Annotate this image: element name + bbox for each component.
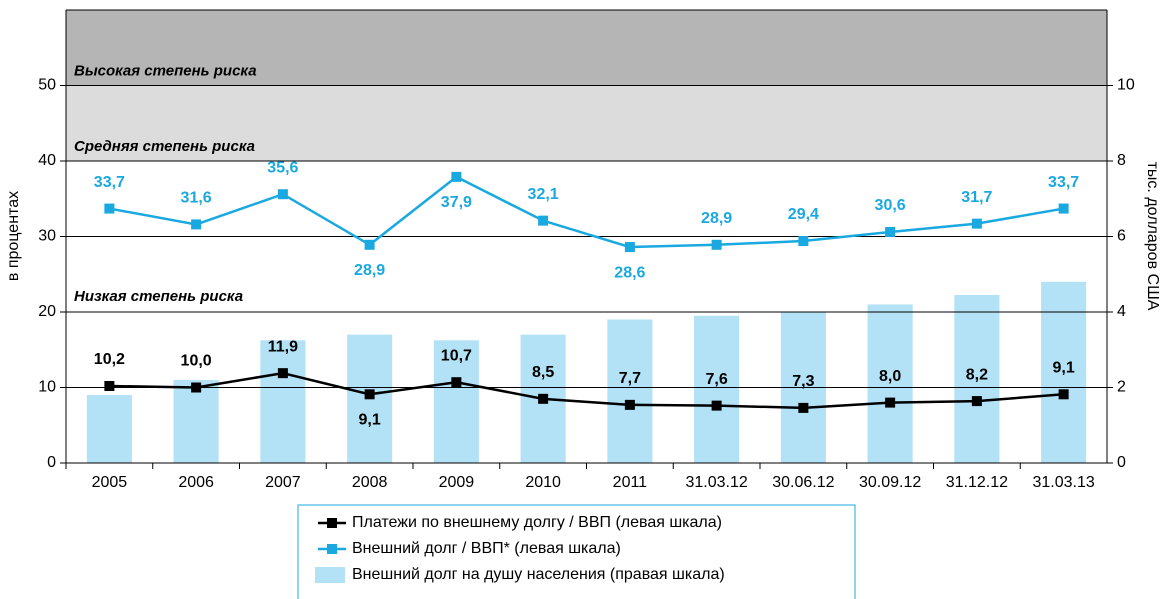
value-label: 8,2	[966, 366, 988, 383]
x-tick-label: 2005	[92, 474, 128, 491]
legend-swatch	[315, 567, 345, 583]
line	[109, 371, 1064, 410]
x-tick-label: 2006	[178, 474, 214, 491]
value-label: 10,7	[441, 347, 472, 364]
legend-swatch	[327, 518, 337, 528]
marker	[277, 189, 288, 200]
legend-label: Внешний долг / ВВП* (левая шкала)	[352, 540, 621, 557]
value-label: 28,9	[354, 262, 385, 279]
x-tick-label: 30.09.12	[859, 474, 921, 491]
x-tick-label: 31.12.12	[946, 474, 1008, 491]
y-tick-label: 30	[38, 228, 56, 245]
marker	[885, 226, 896, 237]
legend-swatch	[327, 544, 337, 554]
marker	[885, 397, 896, 408]
marker	[364, 389, 375, 400]
marker	[451, 377, 462, 388]
bar	[867, 304, 913, 463]
legend-label: Платежи по внешнему долгу / ВВП (левая ш…	[352, 514, 722, 531]
y-tick-label: 20	[38, 303, 56, 320]
y2-tick-label: 4	[1117, 303, 1126, 320]
bar	[86, 395, 132, 463]
marker	[104, 203, 115, 214]
value-label: 10,0	[181, 353, 212, 370]
x-tick-label: 31.03.12	[685, 474, 747, 491]
x-tick-label: 2009	[439, 474, 475, 491]
marker	[538, 393, 549, 404]
band-label: Высокая степень риска	[74, 62, 257, 79]
legend: Платежи по внешнему долгу / ВВП (левая ш…	[297, 504, 856, 599]
value-label: 9,1	[359, 412, 381, 429]
x-tick-label: 2008	[352, 474, 388, 491]
value-label: 30,6	[875, 197, 906, 214]
marker	[624, 399, 635, 410]
value-label: 8,5	[532, 364, 554, 381]
marker	[364, 239, 375, 250]
x-tick-label: 31.03.13	[1032, 474, 1094, 491]
value-label: 35,6	[267, 159, 298, 176]
marker	[451, 171, 462, 182]
y2-axis-label: тыс. долларов США	[1144, 162, 1161, 311]
x-tick-label: 2010	[525, 474, 561, 491]
marker	[711, 239, 722, 250]
y2-tick-label: 2	[1117, 379, 1126, 396]
marker	[191, 382, 202, 393]
bar	[607, 319, 653, 463]
value-label: 28,6	[614, 264, 645, 281]
value-label: 28,9	[701, 210, 732, 227]
value-label: 11,9	[268, 338, 298, 355]
bar	[260, 340, 306, 463]
y2-tick-label: 8	[1117, 152, 1126, 169]
risk-band	[66, 10, 1107, 86]
y2-tick-label: 0	[1117, 454, 1126, 471]
bar	[173, 379, 219, 463]
value-label: 37,9	[441, 194, 472, 211]
value-label: 7,7	[619, 370, 641, 387]
bar	[694, 315, 740, 463]
y-tick-label: 0	[47, 454, 56, 471]
value-label: 29,4	[788, 206, 819, 223]
line	[109, 175, 1064, 249]
value-label: 32,1	[528, 186, 559, 203]
marker	[1058, 203, 1069, 214]
risk-band	[66, 85, 1107, 161]
y-axis-label: в процентах	[5, 191, 22, 281]
y-tick-label: 50	[38, 77, 56, 94]
band-label: Низкая степень риска	[74, 288, 243, 305]
bar	[433, 340, 479, 463]
marker	[277, 368, 288, 379]
marker	[971, 396, 982, 407]
legend-box	[297, 504, 856, 599]
bar	[954, 295, 1000, 463]
value-label: 10,2	[94, 351, 125, 368]
value-label: 7,3	[792, 373, 814, 390]
x-tick-label: 2007	[265, 474, 301, 491]
value-label: 31,7	[961, 189, 992, 206]
value-label: 33,7	[94, 174, 125, 191]
band-label: Средняя степень риска	[74, 138, 255, 155]
x-tick-label: 2011	[613, 474, 648, 491]
y2-tick-label: 6	[1117, 228, 1126, 245]
marker	[191, 219, 202, 230]
y2-tick-label: 10	[1117, 77, 1135, 94]
x-tick-label: 30.06.12	[772, 474, 834, 491]
marker	[798, 236, 809, 247]
value-label: 31,6	[181, 190, 212, 207]
marker	[1058, 389, 1069, 400]
y-tick-label: 10	[38, 379, 56, 396]
marker	[971, 218, 982, 229]
value-label: 7,6	[706, 371, 728, 388]
value-label: 8,0	[879, 368, 901, 385]
marker	[538, 215, 549, 226]
y-tick-label: 40	[38, 152, 56, 169]
value-label: 9,1	[1053, 360, 1075, 377]
value-label: 33,7	[1048, 174, 1079, 191]
marker	[104, 380, 115, 391]
marker	[624, 242, 635, 253]
marker	[711, 400, 722, 411]
legend-label: Внешний долг на душу населения (правая ш…	[352, 566, 725, 583]
marker	[798, 402, 809, 413]
